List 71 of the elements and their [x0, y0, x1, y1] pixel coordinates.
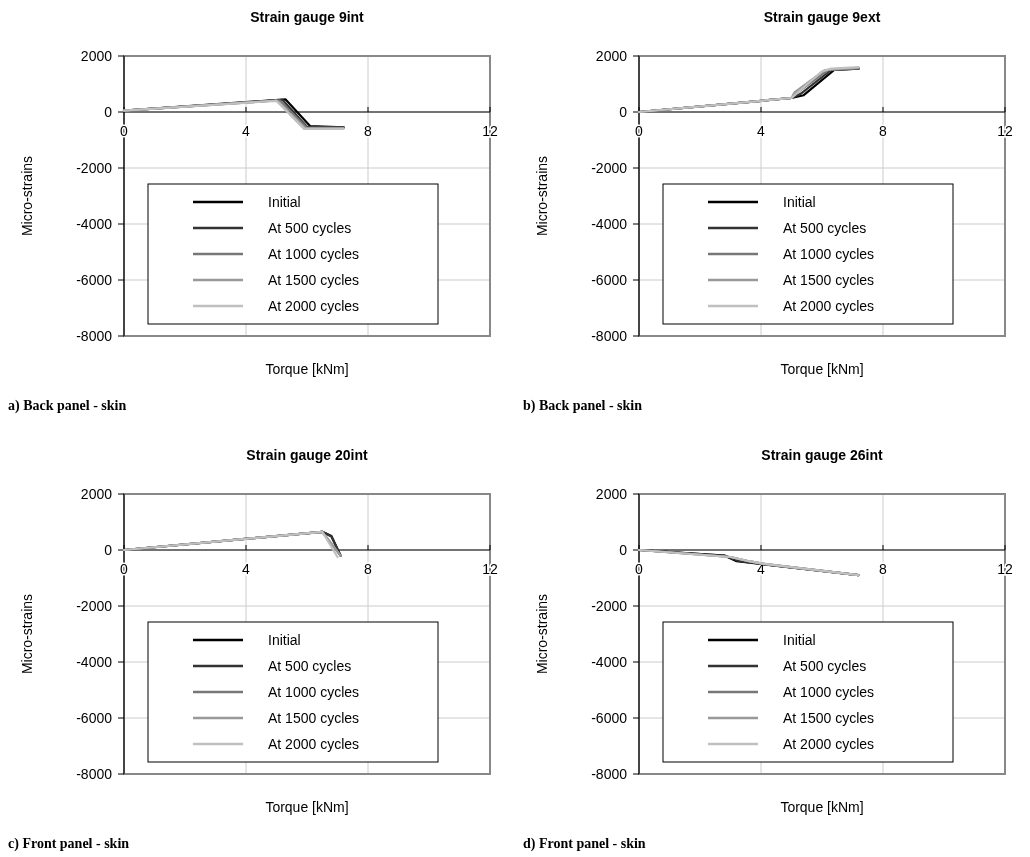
y-tick-label: -4000 [76, 654, 113, 670]
x-tick-label: 12 [997, 123, 1013, 139]
legend-label: At 1000 cycles [783, 246, 875, 262]
legend-label: Initial [268, 194, 301, 210]
legend-label: At 1000 cycles [268, 684, 360, 700]
x-tick-label: 12 [997, 561, 1013, 577]
y-tick-label: -2000 [591, 598, 628, 614]
y-tick-label: -2000 [76, 598, 113, 614]
y-axis-title: Micro-strains [534, 593, 550, 675]
legend-label: Initial [783, 632, 816, 648]
legend-label: At 1500 cycles [268, 272, 360, 288]
chart-title: Strain gauge 20int [246, 447, 369, 463]
text: a) Back panel - skin [8, 398, 127, 414]
y-axis-title: Micro-strains [19, 593, 35, 675]
legend-label: At 1000 cycles [783, 684, 875, 700]
legend-label: At 500 cycles [783, 220, 867, 236]
y-tick-label: -2000 [591, 160, 628, 176]
x-axis-title: Torque [kNm] [265, 361, 349, 377]
y-tick-label: -8000 [591, 328, 628, 344]
text: b) Back panel - skin [523, 398, 643, 414]
legend-label: At 2000 cycles [268, 298, 360, 314]
y-axis-title: Micro-strains [534, 155, 550, 237]
legend-label: At 1000 cycles [268, 246, 360, 262]
legend-label: At 2000 cycles [268, 736, 360, 752]
x-tick-label: 4 [757, 123, 766, 139]
legend-label: At 2000 cycles [783, 298, 875, 314]
y-tick-label: -6000 [76, 710, 113, 726]
legend-label: At 500 cycles [268, 658, 352, 674]
chart-title: Strain gauge 9int [250, 9, 365, 25]
y-tick-label: -4000 [76, 216, 113, 232]
x-axis-title: Torque [kNm] [780, 361, 864, 377]
x-tick-label: 8 [879, 123, 888, 139]
y-tick-label: 0 [104, 104, 113, 120]
legend-label: At 500 cycles [783, 658, 867, 674]
y-tick-label: 2000 [80, 48, 113, 64]
y-tick-label: -8000 [76, 328, 113, 344]
chart-title: Strain gauge 26int [761, 447, 884, 463]
y-tick-label: -4000 [591, 216, 628, 232]
y-tick-label: -2000 [76, 160, 113, 176]
text: c) Front panel - skin [8, 836, 130, 852]
x-tick-label: 12 [482, 561, 498, 577]
legend-label: At 1500 cycles [783, 710, 875, 726]
x-tick-label: 4 [242, 561, 251, 577]
y-tick-label: 2000 [80, 486, 113, 502]
y-tick-label: 0 [104, 542, 113, 558]
y-tick-label: 2000 [595, 486, 628, 502]
legend-label: At 500 cycles [268, 220, 352, 236]
x-axis-title: Torque [kNm] [265, 799, 349, 815]
y-tick-label: -8000 [76, 766, 113, 782]
x-tick-label: 12 [482, 123, 498, 139]
y-axis-title: Micro-strains [19, 155, 35, 237]
y-tick-label: 0 [619, 104, 628, 120]
y-tick-label: -4000 [591, 654, 628, 670]
legend-label: Initial [268, 632, 301, 648]
x-tick-label: 8 [364, 561, 373, 577]
legend-label: At 1500 cycles [783, 272, 875, 288]
y-tick-label: -6000 [591, 272, 628, 288]
x-axis-title: Torque [kNm] [780, 799, 864, 815]
text: d) Front panel - skin [523, 836, 646, 852]
chart-title: Strain gauge 9ext [763, 9, 881, 25]
legend-label: At 1500 cycles [268, 710, 360, 726]
x-tick-label: 8 [364, 123, 373, 139]
y-tick-label: -6000 [76, 272, 113, 288]
x-tick-label: 4 [242, 123, 251, 139]
y-tick-label: 0 [619, 542, 628, 558]
y-tick-label: -6000 [591, 710, 628, 726]
x-tick-label: 8 [879, 561, 888, 577]
y-tick-label: -8000 [591, 766, 628, 782]
legend-label: Initial [783, 194, 816, 210]
legend-label: At 2000 cycles [783, 736, 875, 752]
y-tick-label: 2000 [595, 48, 628, 64]
